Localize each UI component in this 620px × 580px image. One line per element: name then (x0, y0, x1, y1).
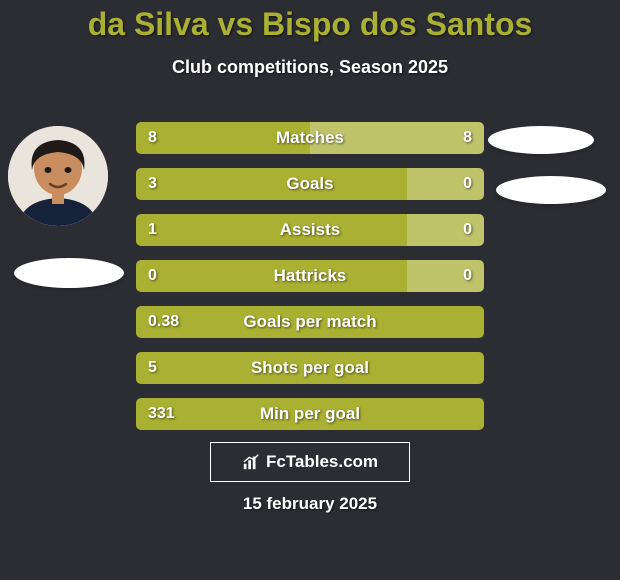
stat-value-player2: 0 (463, 260, 472, 292)
stat-value-player1: 5 (148, 352, 157, 384)
stat-label: Hattricks (136, 260, 484, 292)
stat-label: Min per goal (136, 398, 484, 430)
player1-avatar (8, 126, 108, 226)
stat-value-player1: 1 (148, 214, 157, 246)
stat-value-player1: 331 (148, 398, 175, 430)
player2-shadow-1 (488, 126, 594, 154)
stat-row: Shots per goal5 (136, 352, 484, 384)
stat-label: Assists (136, 214, 484, 246)
subtitle: Club competitions, Season 2025 (0, 57, 620, 78)
stat-bars: Matches88Goals30Assists10Hattricks00Goal… (136, 122, 484, 444)
stat-value-player2: 0 (463, 214, 472, 246)
stat-row: Goals3 0 (136, 168, 484, 200)
page-title: da Silva vs Bispo dos Santos (0, 6, 620, 43)
stat-value-player2: 8 (463, 122, 472, 154)
stat-value-player1: 8 (148, 122, 157, 154)
stat-value-player1: 0.38 (148, 306, 179, 338)
stat-value-player2: 0 (463, 168, 472, 200)
player2-shadow-2 (496, 176, 606, 204)
stat-label: Matches (136, 122, 484, 154)
player1-shadow (14, 258, 124, 288)
stat-value-player1: 3 (148, 168, 157, 200)
stat-row: Goals per match0.38 (136, 306, 484, 338)
stat-row: Assists1 0 (136, 214, 484, 246)
comparison-card: da Silva vs Bispo dos Santos Club compet… (0, 0, 620, 580)
stat-row: Hattricks0 0 (136, 260, 484, 292)
date-text: 15 february 2025 (0, 494, 620, 514)
avatar-placeholder-icon (8, 126, 108, 226)
stat-label: Shots per goal (136, 352, 484, 384)
brand-logo-icon (242, 453, 260, 471)
stat-value-player1: 0 (148, 260, 157, 292)
stat-row: Matches8 8 (136, 122, 484, 154)
stat-label: Goals (136, 168, 484, 200)
brand-badge: FcTables.com (210, 442, 410, 482)
stat-row: Min per goal331 (136, 398, 484, 430)
stat-label: Goals per match (136, 306, 484, 338)
brand-text: FcTables.com (266, 452, 378, 472)
